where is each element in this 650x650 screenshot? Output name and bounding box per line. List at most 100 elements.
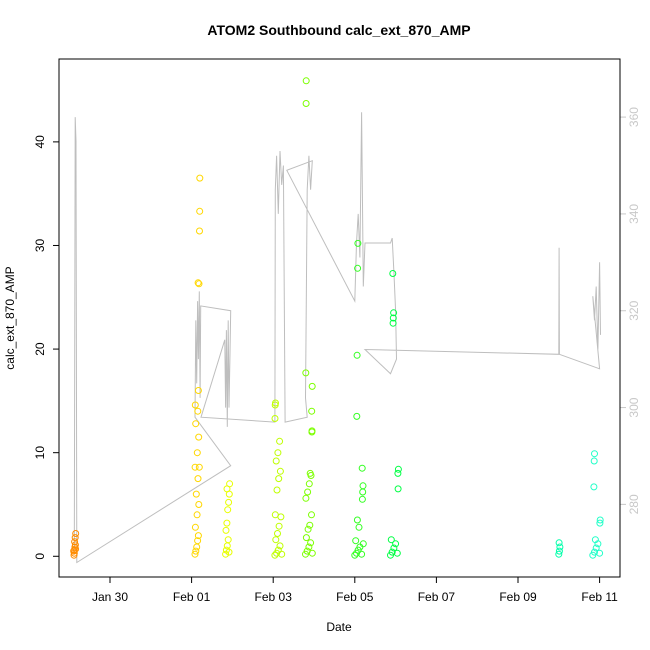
data-point xyxy=(353,351,361,359)
data-point xyxy=(71,534,79,542)
data-point xyxy=(72,530,80,537)
y2-tick-label: 360 xyxy=(627,107,641,127)
data-point xyxy=(225,548,233,556)
data-point xyxy=(275,522,283,530)
data-point xyxy=(306,521,314,529)
data-point xyxy=(394,469,402,477)
y2-tick-label: 300 xyxy=(627,397,641,417)
data-point xyxy=(389,270,397,277)
data-point xyxy=(276,542,284,550)
data-point xyxy=(352,537,360,545)
plot-frame xyxy=(58,58,621,578)
data-point xyxy=(192,420,200,428)
data-point xyxy=(276,437,284,445)
x-tick-label: Feb 09 xyxy=(499,590,537,604)
x-tick-label: Feb 11 xyxy=(581,590,618,604)
data-point xyxy=(193,449,201,457)
chart-title: ATOM2 Southbound calc_ext_870_AMP xyxy=(207,22,470,38)
data-point xyxy=(590,483,598,491)
data-point xyxy=(196,174,204,182)
data-point xyxy=(194,532,202,540)
data-point xyxy=(193,543,201,551)
y-tick-label: 30 xyxy=(33,238,47,252)
x-tick-label: Jan 30 xyxy=(92,590,128,604)
data-point xyxy=(308,382,316,390)
data-point xyxy=(358,550,366,558)
data-point xyxy=(393,549,401,557)
points-layer xyxy=(70,77,604,559)
data-point xyxy=(194,387,202,394)
data-point xyxy=(390,309,398,317)
x-axis-label: Date xyxy=(326,620,352,634)
x-tick-label: Feb 05 xyxy=(336,590,374,604)
data-point xyxy=(304,488,312,496)
data-point xyxy=(596,519,604,527)
data-point xyxy=(351,551,359,559)
data-point xyxy=(306,469,314,477)
data-point xyxy=(71,541,79,549)
data-point xyxy=(308,407,316,415)
data-point xyxy=(355,523,363,531)
data-point xyxy=(224,536,232,544)
y-tick-label: 10 xyxy=(33,446,47,460)
data-point xyxy=(353,516,361,524)
data-point xyxy=(354,264,362,272)
data-point xyxy=(272,457,280,465)
data-point xyxy=(272,399,279,407)
data-point xyxy=(191,523,199,531)
y-axis-label: calc_ext_870_AMP xyxy=(3,266,17,369)
data-point xyxy=(194,537,202,545)
data-point xyxy=(70,551,78,559)
data-point xyxy=(392,540,400,548)
data-point xyxy=(394,485,402,493)
line-layer xyxy=(73,112,601,564)
data-point xyxy=(308,427,316,435)
y-tick-label: 20 xyxy=(33,342,47,356)
data-point xyxy=(389,319,397,327)
axes-layer: Jan 30 Feb 01 Feb 03 Feb 05 Feb 07 Feb 09 Feb … xyxy=(33,107,641,604)
data-point xyxy=(590,457,598,465)
data-point xyxy=(271,511,279,519)
data-point xyxy=(278,550,286,558)
data-point xyxy=(71,538,79,546)
data-point xyxy=(191,463,199,471)
y2-tick-label: 320 xyxy=(627,300,641,320)
data-point xyxy=(388,548,396,556)
data-point xyxy=(274,530,281,537)
data-point xyxy=(274,449,282,457)
data-point xyxy=(556,543,564,551)
data-point xyxy=(358,464,366,472)
data-point xyxy=(390,544,398,552)
series-line xyxy=(73,112,601,564)
data-point xyxy=(271,415,279,422)
data-point xyxy=(354,239,362,247)
data-point xyxy=(591,450,598,458)
data-point xyxy=(555,547,563,555)
data-point xyxy=(276,467,284,475)
data-point xyxy=(273,486,281,494)
data-point xyxy=(389,314,397,322)
data-point xyxy=(596,549,604,557)
data-point xyxy=(591,548,598,556)
data-point xyxy=(304,525,312,533)
data-point xyxy=(302,494,310,502)
data-point xyxy=(592,544,600,552)
data-point xyxy=(195,433,203,441)
y-tick-label: 40 xyxy=(33,135,47,149)
data-point xyxy=(70,547,78,555)
data-point xyxy=(195,280,203,288)
y2-tick-label: 340 xyxy=(627,204,641,224)
data-point xyxy=(225,498,233,506)
data-point xyxy=(302,369,310,377)
data-point xyxy=(305,543,313,551)
data-point xyxy=(271,551,279,559)
data-point xyxy=(195,501,203,508)
data-point xyxy=(274,546,282,554)
data-point xyxy=(191,550,199,558)
data-point xyxy=(272,536,280,544)
data-point xyxy=(196,207,204,215)
data-point xyxy=(222,526,230,534)
data-point xyxy=(192,547,200,555)
data-point xyxy=(191,401,199,409)
